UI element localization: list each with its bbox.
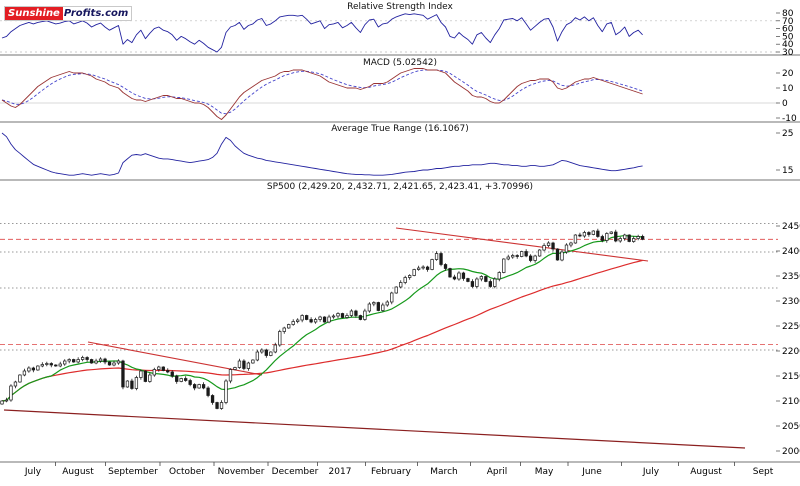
x-axis-label: March — [430, 467, 457, 477]
y-axis-label: 80 — [782, 9, 794, 19]
x-axis-label: May — [535, 467, 554, 477]
trendline — [395, 227, 649, 262]
y-axis-label: 50 — [782, 32, 794, 42]
y-axis-label: 60 — [782, 25, 794, 35]
x-axis-label: June — [581, 467, 602, 477]
macd-panel — [0, 68, 778, 120]
x-axis-label: August — [690, 467, 722, 477]
y-axis-label: 2350 — [782, 272, 800, 282]
atr-panel-title: Average True Range (16.1067) — [331, 124, 469, 134]
panel-separators — [0, 54, 800, 463]
fast-moving-average — [1, 234, 643, 402]
y-axis-label: 20 — [782, 69, 794, 79]
y-axis-label: 15 — [782, 166, 793, 176]
y-axis-label: 30 — [782, 48, 794, 58]
y-axis-label: 2100 — [782, 397, 800, 407]
x-axis-label: November — [218, 467, 265, 477]
slow-moving-average — [1, 259, 643, 402]
y-axis-label: 2300 — [782, 297, 800, 307]
x-axis-label: Sept — [753, 467, 774, 477]
x-axis: July August September October November Decemb… — [24, 462, 774, 477]
y-axis-label: 2150 — [782, 372, 800, 382]
price-panel — [0, 223, 778, 449]
x-axis-label: September — [108, 467, 158, 477]
y-axis-label: 2250 — [782, 322, 800, 332]
logo[interactable]: Sunshine Profits.com — [4, 6, 133, 21]
x-axis-label: July — [24, 467, 42, 477]
logo-profits-text: Profits.com — [63, 8, 129, 19]
atr-panel — [1, 132, 643, 176]
y-axis-label: 40 — [782, 40, 794, 50]
logo-sunshine-text: Sunshine — [5, 7, 63, 20]
y-axis-label: 2400 — [782, 247, 800, 257]
x-axis-label: April — [487, 467, 508, 477]
y-axis-label: -10 — [782, 114, 797, 124]
trendline — [87, 341, 263, 376]
y-axis-label: 70 — [782, 17, 794, 27]
y-axis-label: 2000 — [782, 447, 800, 457]
rsi-panel — [0, 13, 778, 53]
x-axis-label: July — [642, 467, 660, 477]
rsi-panel-title: Relative Strength Index — [347, 2, 453, 12]
y-axis-label: 2200 — [782, 347, 800, 357]
y-axis-label: 2450 — [782, 222, 800, 232]
x-axis-label: October — [169, 467, 205, 477]
candlesticks — [0, 228, 645, 410]
y-axis-label: 0 — [782, 99, 788, 109]
x-axis-label: February — [371, 467, 412, 477]
x-axis-label: August — [62, 467, 94, 477]
trendline — [3, 409, 746, 449]
y-axis-label: 25 — [782, 129, 793, 139]
x-axis-label: 2017 — [329, 467, 352, 477]
y-axis-label: 2050 — [782, 422, 800, 432]
x-axis-label: December — [272, 467, 319, 477]
macd-panel-title: MACD (5.02542) — [362, 58, 438, 68]
price-panel-title: SP500 (2,429.20, 2,432.71, 2,421.65, 2,4… — [266, 182, 534, 192]
y-axis-label: 10 — [782, 84, 794, 94]
